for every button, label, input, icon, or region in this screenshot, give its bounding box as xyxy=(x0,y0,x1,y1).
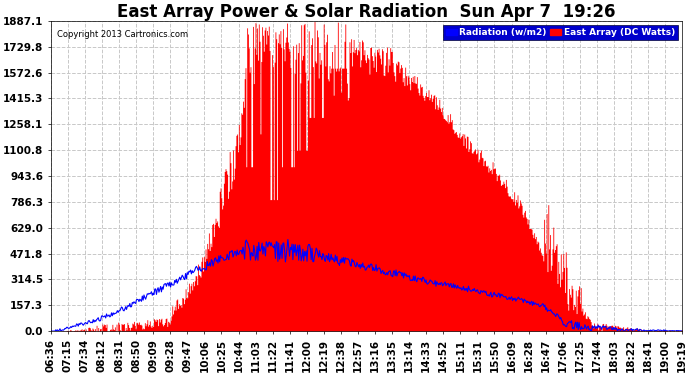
Title: East Array Power & Solar Radiation  Sun Apr 7  19:26: East Array Power & Solar Radiation Sun A… xyxy=(117,3,615,21)
Legend: Radiation (w/m2), East Array (DC Watts): Radiation (w/m2), East Array (DC Watts) xyxy=(443,26,678,40)
Text: Copyright 2013 Cartronics.com: Copyright 2013 Cartronics.com xyxy=(57,30,188,39)
